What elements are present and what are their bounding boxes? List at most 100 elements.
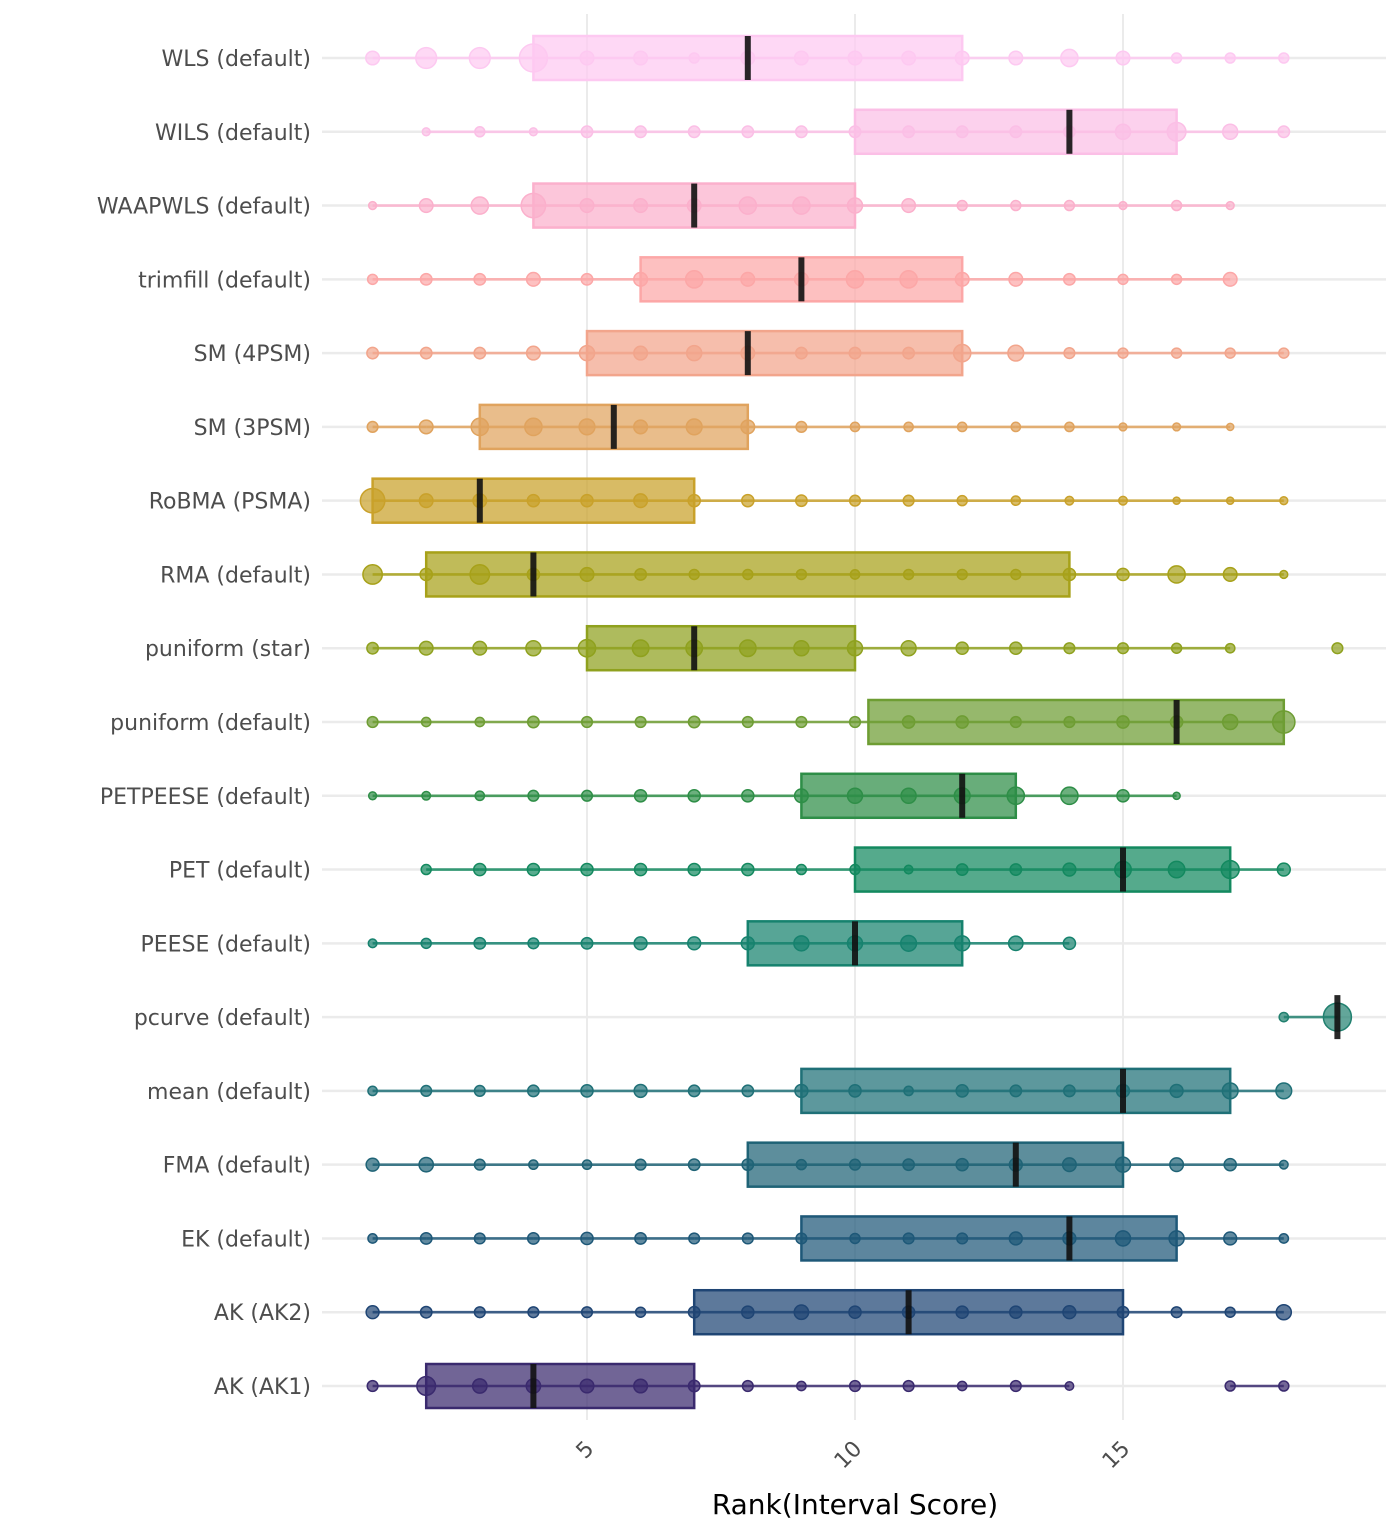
rank-point	[581, 1159, 593, 1171]
rank-point	[1118, 422, 1128, 432]
rank-point	[472, 862, 487, 877]
rank-point	[577, 638, 597, 658]
rank-point	[525, 345, 541, 361]
rank-point	[579, 1378, 595, 1394]
rank-point	[366, 715, 379, 729]
rank-point	[903, 864, 914, 875]
median-marker	[691, 626, 698, 671]
rank-point	[738, 196, 758, 215]
rank-point	[1170, 347, 1183, 359]
rank-point	[741, 1232, 754, 1245]
rank-point	[849, 421, 861, 433]
rank-point	[849, 863, 861, 876]
rank-point	[1064, 495, 1075, 506]
rank-point	[845, 269, 865, 289]
rank-point	[903, 421, 914, 433]
rank-point	[903, 1085, 914, 1097]
median-marker	[476, 478, 483, 523]
y-axis-label: puniform (star)	[145, 637, 311, 662]
rank-point	[1116, 567, 1130, 582]
x-tick-label: 5	[572, 1437, 600, 1465]
rank-point	[1117, 495, 1129, 506]
rank-point	[367, 938, 378, 949]
rank-point	[902, 346, 916, 360]
rank-point	[1170, 1306, 1183, 1319]
rank-point	[955, 641, 970, 656]
rank-point	[634, 567, 648, 581]
rank-point	[472, 640, 488, 656]
rank-point	[1170, 199, 1183, 212]
rank-point	[1008, 1231, 1023, 1246]
rank-point	[580, 1306, 594, 1319]
rank-point	[952, 343, 972, 363]
rank-point	[473, 1306, 486, 1319]
rank-point	[473, 1084, 486, 1097]
rank-point	[1276, 862, 1291, 877]
iqr-box	[867, 698, 1286, 746]
rank-point	[473, 1232, 486, 1245]
rank-point	[849, 1232, 861, 1245]
rank-point	[527, 1306, 540, 1319]
rank-point	[1170, 642, 1183, 654]
rank-point	[953, 935, 971, 952]
rank-point	[956, 494, 968, 507]
rank-point	[1062, 567, 1077, 582]
y-axis-label: WILS (default)	[155, 121, 311, 146]
rank-point	[1008, 1305, 1023, 1320]
row-pcurve-default	[1278, 995, 1353, 1040]
rank-point	[687, 715, 701, 729]
rank-point	[633, 345, 649, 361]
rank-point	[520, 192, 547, 219]
rank-point	[848, 1158, 862, 1171]
row-ak-ak1	[366, 1362, 1290, 1410]
row-wils-default	[421, 108, 1291, 156]
rank-point	[366, 346, 380, 360]
rank-point	[956, 1380, 968, 1392]
row-waapwls-default	[367, 182, 1235, 229]
rank-point	[419, 1305, 433, 1319]
rank-point	[420, 716, 432, 728]
rank-point	[1063, 199, 1076, 212]
rank-point	[1009, 1379, 1022, 1393]
median-marker	[798, 257, 805, 302]
rank-point	[740, 493, 755, 508]
rank-point	[1277, 125, 1291, 139]
rank-point	[742, 568, 754, 581]
rank-point	[420, 937, 432, 950]
row-petpeese-default	[367, 772, 1181, 820]
rank-point	[687, 936, 702, 951]
rank-point	[365, 50, 381, 66]
rank-point	[1166, 121, 1187, 142]
x-axis-title: Rank(Interval Score)	[712, 1488, 998, 1521]
median-marker	[744, 36, 751, 80]
row-sm-3psm	[366, 403, 1235, 451]
rank-point	[1278, 1233, 1290, 1244]
rank-point	[528, 127, 539, 137]
rank-point	[518, 43, 549, 73]
rank-point	[848, 346, 862, 360]
rank-point	[740, 936, 755, 951]
rank-point	[1278, 347, 1290, 359]
row-robma-psma	[359, 477, 1289, 524]
rank-point	[796, 1380, 807, 1392]
rank-point	[633, 936, 648, 951]
iqr-box	[424, 1362, 696, 1410]
rank-point	[474, 790, 486, 802]
rank-point	[579, 198, 595, 214]
rank-point	[634, 715, 647, 729]
rank-point	[525, 639, 542, 657]
rank-point	[1062, 1084, 1076, 1098]
rank-point	[794, 494, 808, 508]
row-wls-default	[365, 34, 1290, 82]
rank-point	[901, 198, 917, 214]
row-ak-ak2	[365, 1288, 1293, 1336]
rank-point	[524, 417, 543, 437]
rank-point	[634, 1231, 648, 1245]
rank-point	[740, 271, 756, 287]
rank-point	[420, 863, 432, 876]
rank-point	[471, 1378, 488, 1394]
rank-point	[580, 272, 594, 286]
rank-point	[955, 1305, 970, 1320]
rank-point	[474, 716, 486, 728]
median-marker	[691, 183, 698, 228]
